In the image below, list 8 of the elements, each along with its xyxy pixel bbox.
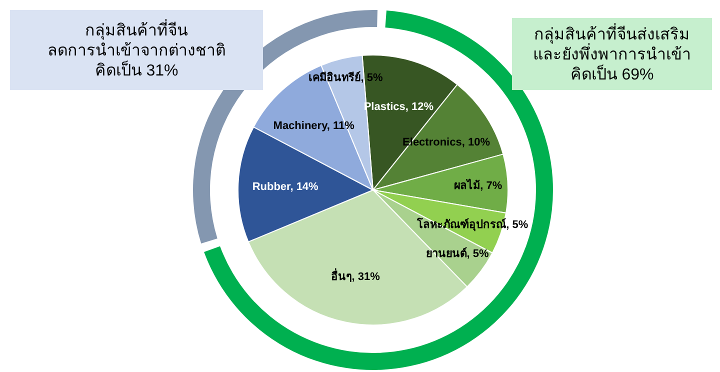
slice-label: กลุ่มสินค้าที่จีนส่งเสริม และยังพึ่งพาการนำเข้า คิดเป็น 69% [533, 22, 691, 84]
slice-label: Machinery, 11% [273, 120, 355, 132]
slice-label: ผลไม้, 7% [454, 178, 502, 192]
slice-label: อื่นๆ, 31% [330, 268, 380, 283]
slice-label: Rubber, 14% [252, 180, 319, 193]
slice-label: เคมีอินทรีย์, 5% [308, 71, 383, 84]
slice-label: กลุ่มสินค้าที่จีน ลดการนำเข้าจากต่างชาติ คิดเป็น 31% [48, 18, 226, 80]
slice-label: ยานยนต์, 5% [426, 247, 490, 260]
